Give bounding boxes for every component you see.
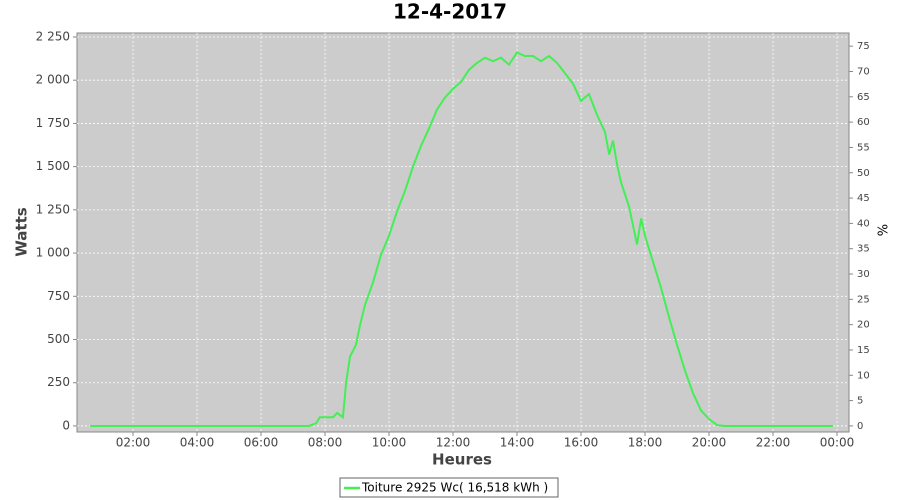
x-tick-label: 08:00 (308, 436, 343, 450)
x-tick-label: 16:00 (564, 436, 599, 450)
x-tick-label: 14:00 (500, 436, 535, 450)
y-tick-label: 750 (47, 289, 70, 303)
y-tick-label: 0 (62, 418, 70, 432)
y2-tick-label: 5 (857, 396, 863, 407)
y2-tick-label: 60 (857, 117, 870, 128)
x-tick-label: 02:00 (116, 436, 151, 450)
y-tick-label: 2 250 (36, 29, 70, 43)
legend-label: Toiture 2925 Wc( 16,518 kWh ) (361, 481, 548, 495)
y2-tick-label: 55 (857, 142, 870, 153)
series-line (90, 51, 834, 427)
x-tick-label: 12:00 (436, 436, 471, 450)
x-tick-label: 06:00 (244, 436, 279, 450)
y-tick-label: 250 (47, 375, 70, 389)
y2-tick-label: 10 (857, 370, 870, 381)
y-tick-label: 1 750 (36, 116, 70, 130)
y2-tick-label: 65 (857, 92, 870, 103)
y2-axis-label: % (877, 224, 892, 236)
legend (339, 477, 559, 498)
x-tick-label: 10:00 (372, 436, 407, 450)
y2-tick-label: 0 (857, 421, 863, 432)
y-tick-label: 1 000 (36, 246, 70, 260)
y2-tick-label: 75 (857, 41, 870, 52)
y2-tick-label: 20 (857, 320, 870, 331)
x-tick-label: 20:00 (692, 436, 727, 450)
y-tick-label: 1 500 (36, 159, 70, 173)
y2-tick-label: 30 (857, 269, 870, 280)
y2-tick-label: 50 (857, 168, 870, 179)
x-tick-label: 00:00 (820, 436, 855, 450)
y-tick-label: 1 250 (36, 202, 70, 216)
y2-tick-label: 70 (857, 66, 870, 77)
chart-title: 12-4-2017 (393, 0, 507, 24)
x-tick-label: 22:00 (756, 436, 791, 450)
x-tick-label: 18:00 (628, 436, 663, 450)
y2-tick-label: 25 (857, 294, 870, 305)
plot-area (76, 32, 850, 433)
y2-tick-label: 35 (857, 244, 870, 255)
x-axis-label: Heures (432, 451, 492, 469)
y-tick-label: 500 (47, 332, 70, 346)
y2-tick-label: 45 (857, 193, 870, 204)
x-tick-label: 04:00 (180, 436, 215, 450)
y-axis-label: Watts (13, 207, 31, 256)
y-tick-label: 2 000 (36, 73, 70, 87)
y2-tick-label: 15 (857, 345, 870, 356)
y2-tick-label: 40 (857, 218, 870, 229)
